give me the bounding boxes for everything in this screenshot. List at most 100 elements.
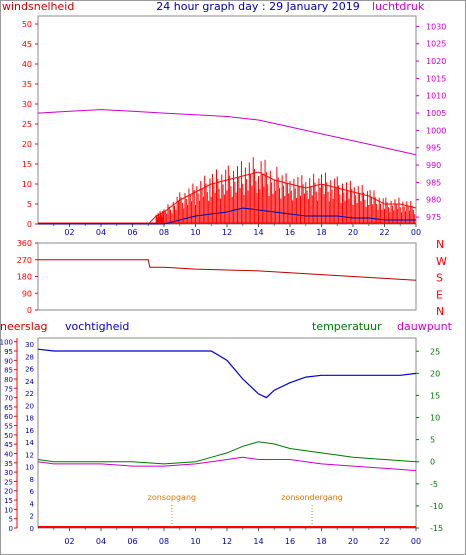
bottom-x-tick-label: 22 [379, 537, 389, 546]
temp-tick-label: -15 [430, 524, 443, 533]
dir-left-tick-label: 90 [22, 289, 32, 298]
left-tick-label: 50 [22, 20, 32, 29]
bottom-x-tick-label: 18 [316, 537, 326, 546]
dir-compass-label: S [436, 272, 443, 285]
bottom-x-tick-label: 14 [253, 537, 263, 546]
left-tick-label: 45 [22, 40, 32, 49]
wind-average-line [38, 207, 416, 225]
humidity-tick-label: 0 [30, 525, 34, 533]
sunrise-label: zonsopgang [148, 493, 196, 502]
temp-tick-label: 10 [430, 414, 440, 423]
rain-tick-label: 85 [4, 367, 13, 375]
bottom-x-tick-label: 06 [127, 537, 137, 546]
humidity-tick-label: 26 [25, 366, 34, 374]
left-tick-label: 15 [22, 160, 32, 169]
label-vochtigheid: vochtigheid [65, 320, 129, 333]
rain-tick-label: 20 [4, 488, 13, 496]
right-tick-label: 1025 [426, 40, 446, 49]
rain-tick-label: 40 [4, 450, 13, 458]
temp-tick-label: 25 [430, 347, 440, 356]
chart-title: 24 hour graph day : 29 January 2019 [156, 0, 360, 13]
right-tick-label: 985 [426, 178, 441, 187]
label-temperatuur: temperatuur [312, 320, 382, 333]
rain-tick-label: 70 [4, 395, 13, 403]
rain-tick-label: 50 [4, 432, 13, 440]
right-tick-label: 990 [426, 161, 441, 170]
label-luchtdruk: luchtdruk [372, 0, 425, 13]
humidity-tick-label: 2 [30, 513, 34, 521]
bottom-x-tick-label: 12 [222, 537, 232, 546]
x-tick-label: 06 [127, 228, 137, 237]
humidity-tick-label: 18 [25, 415, 34, 423]
dir-compass-label: W [436, 255, 447, 268]
rain-tick-label: 95 [4, 348, 13, 356]
left-tick-label: 25 [22, 120, 32, 129]
humidity-tick-label: 14 [25, 439, 34, 447]
x-tick-label: 22 [379, 228, 389, 237]
left-tick-label: 0 [27, 220, 32, 229]
x-tick-label: 20 [348, 228, 358, 237]
left-tick-label: 30 [22, 100, 32, 109]
x-tick-label: 10 [190, 228, 200, 237]
bottom-x-tick-label: 02 [64, 537, 74, 546]
humidity-tick-label: 22 [25, 390, 34, 398]
label-dauwpunt: dauwpunt [397, 320, 453, 333]
bottom-panel: 0510152025303540455055606570758085909510… [0, 337, 443, 546]
x-tick-label: 02 [64, 228, 74, 237]
humidity-tick-label: 30 [25, 341, 34, 349]
rain-tick-label: 100 [0, 339, 13, 347]
dir-left-tick-label: 180 [17, 273, 32, 282]
rain-tick-label: 60 [4, 413, 13, 421]
left-tick-label: 35 [22, 80, 32, 89]
right-tick-label: 1030 [426, 22, 446, 31]
dir-compass-label: N [436, 305, 444, 318]
rain-tick-label: 15 [4, 497, 13, 505]
x-tick-label: 00 [411, 228, 421, 237]
bottom-x-tick-label: 10 [190, 537, 200, 546]
temp-tick-label: -5 [430, 480, 438, 489]
label-neerslag: neerslag [0, 320, 48, 333]
humidity-tick-label: 16 [25, 427, 34, 435]
bottom-plot-frame [37, 337, 417, 529]
rain-tick-label: 0 [9, 525, 13, 533]
humidity-tick-label: 28 [25, 353, 34, 361]
temp-tick-label: 5 [430, 436, 435, 445]
bottom-x-tick-label: 16 [285, 537, 295, 546]
dir-compass-label: E [436, 288, 443, 301]
rain-tick-label: 75 [4, 385, 13, 393]
dewpoint-line [37, 456, 417, 472]
rain-tick-label: 45 [4, 441, 13, 449]
x-tick-label: 14 [253, 228, 263, 237]
humidity-tick-label: 12 [25, 451, 34, 459]
left-tick-label: 10 [22, 180, 32, 189]
dir-compass-label: N [436, 238, 444, 251]
rain-tick-label: 80 [4, 376, 13, 384]
label-windsnelheid: windsnelheid [2, 0, 74, 13]
sunset-label: zonsondergang [281, 493, 343, 502]
right-tick-label: 1020 [426, 57, 446, 66]
x-tick-label: 04 [96, 228, 106, 237]
wind-direction-line [38, 259, 417, 281]
top-plot-frame [37, 15, 417, 225]
right-tick-label: 1000 [426, 126, 446, 135]
bottom-x-tick-label: 08 [159, 537, 169, 546]
rain-tick-label: 30 [4, 469, 13, 477]
right-tick-label: 1015 [426, 74, 446, 83]
right-tick-label: 995 [426, 144, 441, 153]
humidity-tick-label: 6 [30, 488, 35, 496]
x-tick-label: 18 [316, 228, 326, 237]
bottom-x-tick-label: 00 [411, 537, 421, 546]
top-panel: 0510152025303540455097598098599099510001… [22, 15, 446, 237]
right-tick-label: 1005 [426, 109, 446, 118]
x-tick-label: 08 [159, 228, 169, 237]
right-tick-label: 1010 [426, 92, 446, 101]
rain-tick-label: 90 [4, 357, 13, 365]
dir-left-tick-label: 0 [27, 306, 32, 315]
temp-tick-label: 0 [430, 458, 435, 467]
bottom-x-tick-label: 04 [96, 537, 106, 546]
temp-tick-label: 20 [430, 369, 440, 378]
rain-tick-label: 35 [4, 460, 13, 468]
humidity-tick-label: 20 [25, 402, 34, 410]
